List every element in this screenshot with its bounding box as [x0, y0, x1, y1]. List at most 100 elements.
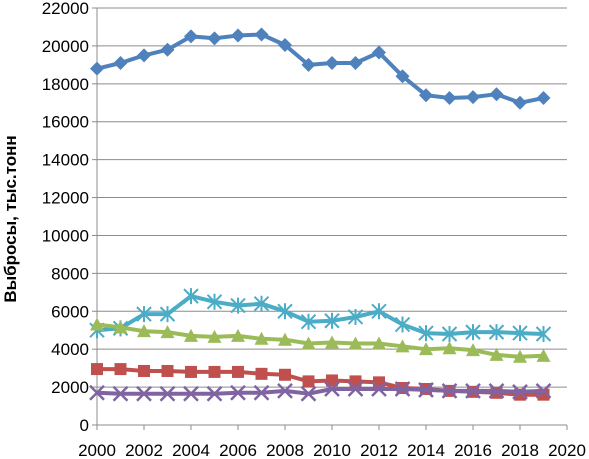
data-point	[372, 45, 386, 60]
data-point	[207, 31, 222, 46]
data-point	[371, 381, 387, 397]
data-point	[442, 91, 457, 106]
data-point	[183, 385, 199, 402]
series-3	[90, 317, 551, 363]
data-point	[184, 328, 198, 342]
data-point	[136, 306, 152, 323]
data-point	[348, 336, 363, 350]
data-point	[394, 316, 411, 333]
data-point	[372, 336, 386, 350]
x-tick-label: 2020	[548, 441, 586, 459]
data-point	[254, 27, 269, 42]
data-point	[418, 382, 434, 398]
data-point	[371, 303, 387, 320]
data-point	[208, 365, 221, 378]
data-point	[137, 48, 151, 63]
data-point	[206, 385, 223, 402]
data-point	[488, 382, 505, 399]
data-point	[185, 365, 197, 378]
data-point	[489, 87, 504, 102]
data-point	[230, 297, 246, 314]
data-point	[159, 306, 176, 323]
y-tick-label: 2000	[51, 378, 89, 397]
data-point	[112, 385, 129, 402]
data-point	[230, 384, 246, 401]
data-point	[160, 325, 175, 339]
data-point	[535, 326, 552, 343]
x-tick-label: 2000	[78, 441, 116, 459]
data-point	[207, 329, 222, 343]
data-point	[465, 382, 481, 399]
data-point	[394, 381, 411, 397]
series-line	[96, 387, 544, 396]
data-point	[348, 55, 363, 70]
x-tick-label: 2018	[501, 441, 539, 459]
data-point	[536, 348, 551, 362]
data-point	[395, 69, 410, 84]
data-point	[441, 326, 458, 343]
y-tick-label: 12000	[42, 189, 89, 208]
data-point	[325, 335, 339, 349]
data-point	[231, 28, 245, 43]
data-point	[232, 365, 244, 378]
data-point	[114, 363, 127, 376]
data-point	[512, 325, 528, 342]
y-axis-label: Выбросы, тыс.тонн	[1, 135, 20, 302]
data-point	[113, 320, 128, 334]
x-tick-label: 2010	[313, 441, 351, 459]
data-point	[137, 324, 151, 338]
data-point	[324, 312, 340, 329]
y-tick-label: 18000	[42, 75, 89, 94]
data-point	[442, 341, 457, 355]
data-point	[347, 308, 364, 325]
y-tick-label: 20000	[42, 37, 89, 56]
data-point	[160, 42, 175, 57]
data-point	[277, 303, 293, 320]
series-2	[89, 288, 552, 343]
data-point	[277, 382, 293, 399]
x-tick-label: 2012	[360, 441, 398, 459]
data-point	[326, 374, 338, 387]
y-tick-label: 22000	[42, 0, 89, 18]
data-point	[466, 343, 480, 357]
data-point	[513, 95, 527, 110]
data-point	[536, 91, 551, 106]
y-tick-label: 6000	[51, 302, 89, 321]
data-point	[278, 37, 292, 52]
data-point	[90, 317, 104, 331]
y-tick-label: 0	[80, 416, 89, 435]
data-point	[325, 55, 339, 70]
data-point	[231, 328, 245, 342]
data-point	[278, 332, 292, 346]
series-5	[89, 381, 552, 402]
data-point	[279, 368, 291, 381]
data-point	[512, 383, 528, 400]
data-point	[161, 364, 174, 377]
x-tick-label: 2002	[125, 441, 163, 459]
data-point	[89, 384, 105, 401]
y-tick-label: 4000	[51, 340, 89, 359]
x-tick-label: 2016	[454, 441, 492, 459]
data-point	[419, 342, 433, 356]
data-point	[159, 385, 176, 402]
data-point	[488, 324, 505, 341]
data-point	[300, 313, 317, 330]
data-point	[113, 55, 128, 70]
x-tick-label: 2004	[172, 441, 210, 459]
data-point	[183, 288, 199, 305]
data-point	[138, 364, 150, 377]
data-point	[418, 325, 434, 342]
data-point	[302, 375, 315, 388]
data-point	[513, 349, 527, 363]
data-point	[90, 61, 104, 76]
data-point	[184, 29, 198, 44]
data-point	[253, 295, 270, 312]
axes	[92, 7, 568, 430]
y-tick-label: 16000	[42, 113, 89, 132]
data-point	[324, 381, 340, 397]
data-point	[347, 381, 364, 397]
x-tick-label: 2008	[266, 441, 304, 459]
data-point	[91, 363, 103, 376]
y-tick-label: 14000	[42, 151, 89, 170]
